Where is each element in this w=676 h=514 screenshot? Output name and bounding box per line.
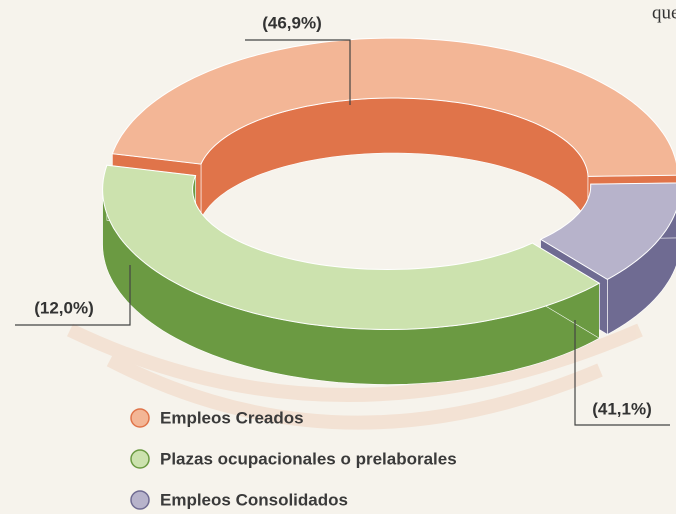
data-label: (12,0%) [34, 298, 94, 317]
data-label: (46,9%) [262, 13, 322, 32]
legend-swatch [130, 490, 150, 510]
page-text: que [652, 2, 676, 23]
legend-label: Plazas ocupacionales o prelaborales [160, 449, 457, 468]
slice-top [102, 164, 601, 331]
slice-top [111, 37, 676, 177]
background-decoration [66, 323, 643, 430]
legend-label: Empleos Consolidados [160, 490, 348, 509]
legend-swatch [130, 449, 150, 469]
legend-label: Empleos Creados [160, 408, 304, 427]
leader-line [15, 265, 131, 326]
leader-line [574, 320, 670, 426]
legend: Empleos Creados Plazas ocupacionales o pr… [130, 408, 457, 510]
leader-line [245, 39, 351, 105]
data-label: (41,1%) [592, 399, 652, 418]
legend-swatch [130, 408, 150, 428]
donut [102, 37, 676, 385]
slice-top [539, 182, 676, 280]
